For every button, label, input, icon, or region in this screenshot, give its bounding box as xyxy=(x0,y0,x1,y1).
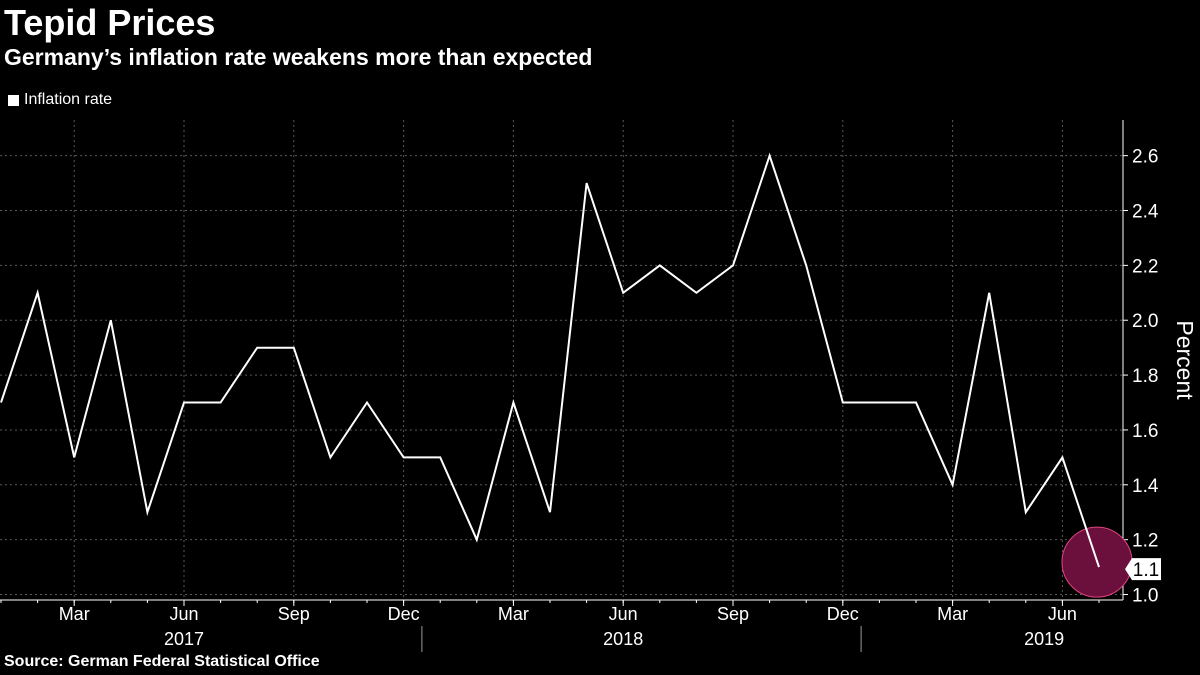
y-tick-label: 1.6 xyxy=(1132,421,1158,442)
data-point xyxy=(220,402,222,404)
x-tick-label: Jun xyxy=(169,604,198,624)
data-point xyxy=(110,319,112,321)
y-tick-label: 2.0 xyxy=(1132,311,1158,332)
axis-labels: 1.0 1.2 1.4 1.6 1.8 2.0 2.2 2.4 2.6 Mar Jun Sep Dec M… xyxy=(59,147,1198,649)
legend-swatch xyxy=(8,94,19,106)
data-point xyxy=(37,292,39,294)
data-point xyxy=(732,264,734,266)
y-tick-label: 2.4 xyxy=(1132,202,1159,223)
data-point xyxy=(73,456,75,458)
data-point xyxy=(988,292,990,294)
last-value-label: 1.1 xyxy=(1133,560,1159,581)
x-year-label: 2017 xyxy=(164,629,204,649)
data-point xyxy=(1025,511,1027,513)
chart-title: Tepid Prices xyxy=(4,2,216,43)
data-point xyxy=(659,264,661,266)
grid-lines xyxy=(0,120,1123,600)
y-tick-label: 1.4 xyxy=(1132,476,1159,497)
chart-subtitle: Germany’s inflation rate weakens more th… xyxy=(4,44,593,70)
x-tick-label: Dec xyxy=(388,604,420,624)
y-tick-label: 2.6 xyxy=(1132,147,1158,168)
x-tick-label: Mar xyxy=(59,604,90,624)
data-point xyxy=(256,347,258,349)
data-point xyxy=(329,456,331,458)
x-tick-label: Dec xyxy=(827,604,859,624)
y-tick-label: 2.2 xyxy=(1132,256,1158,277)
data-point xyxy=(439,456,441,458)
x-year-label: 2019 xyxy=(1024,629,1064,649)
x-tick-label: Sep xyxy=(717,604,749,624)
data-point xyxy=(805,264,807,266)
data-point xyxy=(476,539,478,541)
x-tick-label: Sep xyxy=(278,604,310,624)
legend: Inflation rate xyxy=(8,91,112,109)
y-tick-label: 1.2 xyxy=(1132,531,1158,552)
data-point xyxy=(952,484,954,486)
data-point xyxy=(878,402,880,404)
data-point xyxy=(293,347,295,349)
data-point xyxy=(0,402,2,404)
data-point xyxy=(842,402,844,404)
source-note: Source: German Federal Statistical Offic… xyxy=(4,653,320,670)
x-tick-label: Mar xyxy=(937,604,968,624)
data-point xyxy=(622,292,624,294)
x-tick-label: Jun xyxy=(1048,604,1077,624)
series xyxy=(0,152,1100,568)
y-axis-title: Percent xyxy=(1172,320,1198,400)
legend-label: Inflation rate xyxy=(24,91,113,108)
series-line xyxy=(0,152,1100,568)
x-year-label: 2018 xyxy=(603,629,643,649)
y-tick-label: 1.8 xyxy=(1132,366,1158,387)
data-point xyxy=(769,155,771,157)
last-value-box xyxy=(1125,558,1161,581)
data-point xyxy=(1098,566,1100,568)
data-point xyxy=(183,402,185,404)
data-point xyxy=(915,402,917,404)
y-tick-label: 1.0 xyxy=(1132,586,1158,607)
data-point xyxy=(366,402,368,404)
last-value-callout: 1.1 xyxy=(1125,558,1161,581)
data-point xyxy=(586,182,588,184)
x-tick-label: Jun xyxy=(609,604,638,624)
data-point xyxy=(1061,456,1063,458)
x-tick-label: Mar xyxy=(498,604,529,624)
data-point xyxy=(695,292,697,294)
data-point xyxy=(146,511,148,513)
axes xyxy=(0,120,1128,652)
data-point xyxy=(512,402,514,404)
data-point xyxy=(403,456,405,458)
data-point xyxy=(549,511,551,513)
